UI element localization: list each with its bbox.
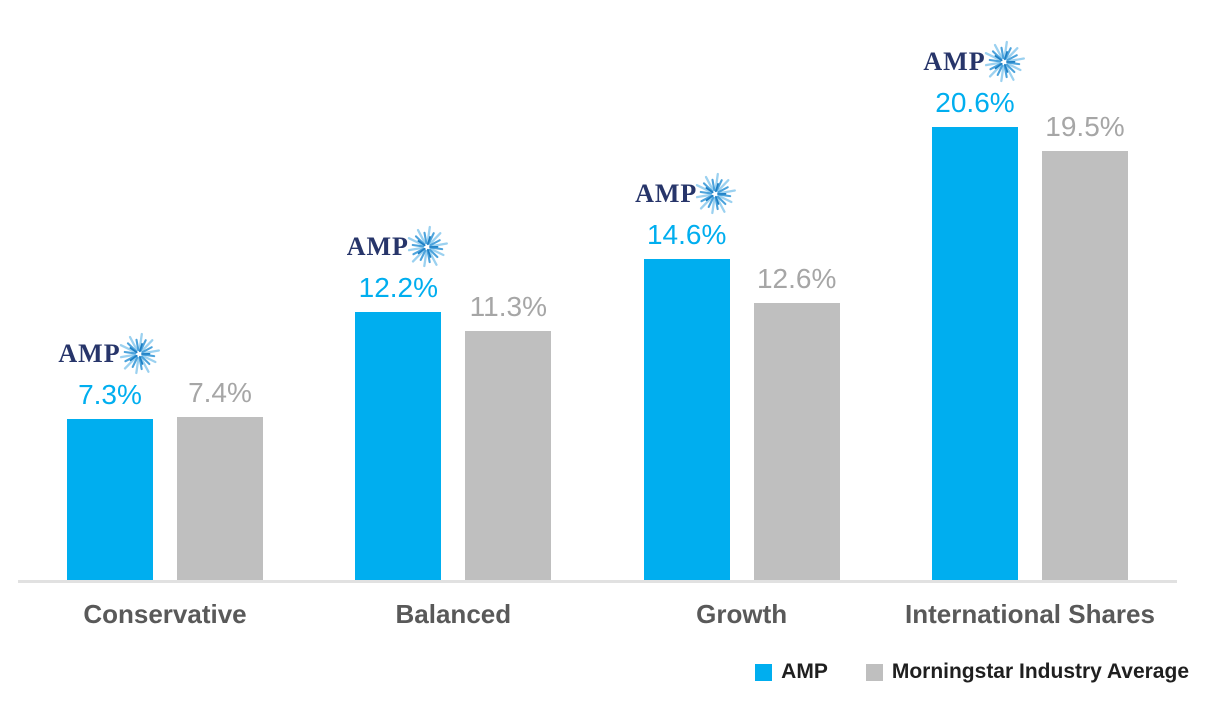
amp-starburst-icon [984,40,1025,82]
amp-value-label: 7.3% [78,379,142,411]
amp-logo: AMP [635,171,738,217]
industry-value-label: 11.3% [469,291,547,323]
bar-group: AMP [58,331,263,580]
category-label: International Shares [905,599,1155,629]
amp-logo: AMP [347,224,450,270]
industry-bar [753,302,840,580]
amp-logo: AMP [58,331,161,377]
amp-bar [67,419,153,580]
amp-wordmark: AMP [635,178,698,208]
category-cell: Balanced [355,599,551,630]
amp-bar-column: AMP [923,39,1025,580]
category-cell: Growth [644,599,840,630]
legend-label-amp: AMP [781,660,828,683]
amp-value-label: 14.6% [646,218,727,250]
amp-bar [355,311,442,580]
industry-value-label: 19.5% [1045,111,1125,142]
amp-starburst-icon [696,172,737,214]
amp-bar-column: AMP [58,331,160,580]
legend-swatch-amp [755,663,773,681]
category-label: Balanced [395,599,512,629]
plot-area: AMP [58,39,1128,580]
legend-label-industry: Morningstar Industry Average [891,660,1189,683]
amp-bar [643,258,730,580]
legend-item-amp: AMP [755,660,828,684]
amp-bar [931,126,1018,580]
amp-wordmark: AMP [923,46,986,76]
amp-value-label: 12.2% [358,271,439,303]
legend-item-industry: Morningstar Industry Average [865,660,1189,684]
amp-value-label: 20.6% [935,86,1015,118]
industry-bar [465,331,552,580]
industry-bar-column: 7.4% [177,377,263,580]
amp-starburst-icon [407,225,448,267]
industry-bar [177,417,263,580]
industry-bar-column: 11.3% [465,291,552,580]
bar-group: AMP [347,224,552,580]
industry-value-label: 12.6% [756,262,837,294]
industry-bar-column: 12.6% [753,262,840,580]
industry-bar-column: 19.5% [1041,111,1128,580]
category-cell: Conservative [67,599,263,630]
category-label: Growth [696,599,788,629]
amp-bar-column: AMP [635,171,737,580]
legend-swatch-industry [865,663,883,681]
category-axis: Conservative Balanced Growth International … [0,599,1205,630]
x-axis-line [18,580,1177,583]
bar-group: AMP [635,171,840,580]
industry-bar [1041,151,1128,580]
amp-wordmark: AMP [346,231,409,261]
amp-bar-column: AMP [347,224,448,580]
amp-logo: AMP [923,39,1026,85]
category-cell: International Shares [905,599,1155,630]
amp-starburst-icon [119,333,160,375]
bar-group: AMP [923,39,1128,580]
category-label: Conservative [83,599,247,629]
chart-legend: AMP Morningstar Industry Average [0,660,1205,684]
amp-wordmark: AMP [58,339,121,369]
industry-value-label: 7.4% [188,377,252,409]
